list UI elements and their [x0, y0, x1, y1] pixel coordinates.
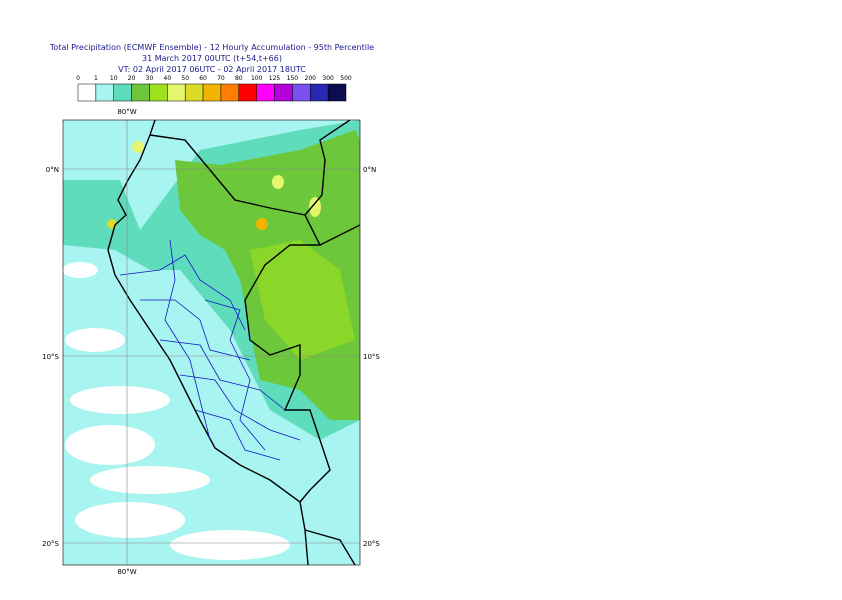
legend-label: 1 — [94, 75, 98, 82]
legend-label: 30 — [146, 75, 154, 82]
legend-swatch — [149, 83, 168, 102]
legend-swatch — [131, 83, 150, 102]
parallel-label: 20°S — [42, 540, 59, 548]
legend-swatch — [113, 83, 132, 102]
parallel-label: 0°N — [363, 166, 376, 174]
legend-swatch — [77, 83, 97, 102]
valid-time: VT: 02 April 2017 06UTC - 02 April 2017 … — [118, 65, 306, 74]
legend-label: 50 — [181, 75, 189, 82]
map-frame — [62, 119, 361, 566]
parallel-label: 20°S — [363, 540, 380, 548]
legend-label: 300 — [322, 75, 334, 82]
legend-swatch — [327, 83, 347, 102]
legend-label: 0 — [76, 75, 80, 82]
legend-label: 150 — [287, 75, 299, 82]
legend-label: 125 — [269, 75, 281, 82]
legend-label: 80 — [235, 75, 243, 82]
legend-swatch — [310, 83, 329, 102]
title: Total Precipitation (ECMWF Ensemble) - 1… — [49, 43, 374, 52]
legend-swatch — [238, 83, 257, 102]
legend-swatch — [167, 83, 186, 102]
legend-swatch — [292, 83, 311, 102]
legend-label: 40 — [164, 75, 172, 82]
legend: 0 1 10 20 30 40 50 60 70 80 100 125 150 200 300 500 — [76, 75, 352, 102]
legend-swatch — [184, 83, 204, 102]
parallel-label: 10°S — [363, 353, 380, 361]
legend-label: 70 — [217, 75, 225, 82]
legend-label: 20 — [128, 75, 136, 82]
legend-swatch — [95, 83, 114, 102]
parallel-label: 0°N — [46, 166, 59, 174]
legend-swatch — [274, 83, 293, 102]
legend-label: 100 — [251, 75, 263, 82]
legend-swatch — [202, 83, 222, 102]
legend-swatch — [256, 83, 275, 102]
legend-label: 10 — [110, 75, 118, 82]
legend-label: 60 — [199, 75, 207, 82]
meridian-label: 80°W — [117, 568, 136, 576]
legend-label: 500 — [340, 75, 352, 82]
legend-swatch — [220, 83, 240, 102]
meridian-label: 80°W — [117, 108, 136, 116]
legend-label: 200 — [305, 75, 317, 82]
parallel-label: 10°S — [42, 353, 59, 361]
map — [63, 120, 360, 565]
subtitle: 31 March 2017 00UTC (t+54,t+66) — [142, 54, 282, 63]
